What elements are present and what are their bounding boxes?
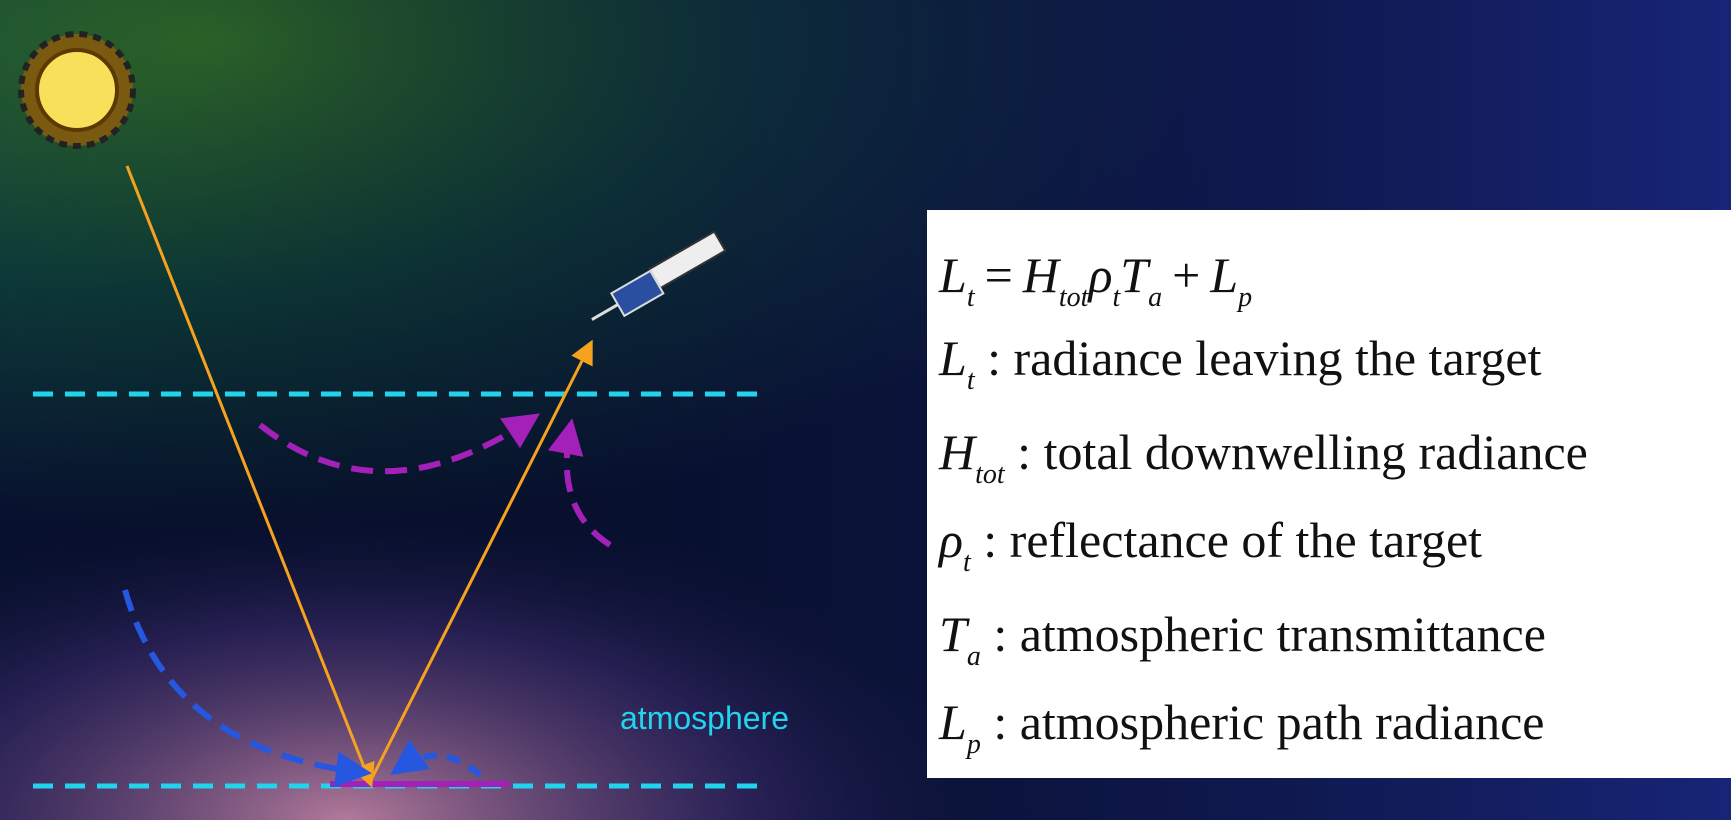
subscript: t <box>967 365 975 396</box>
equation-box: Lt=HtotρtTa+Lp Lt : radiance leaving the… <box>927 210 1731 778</box>
operator: = <box>985 247 1013 303</box>
equation: Lt=HtotρtTa+Lp <box>939 250 1252 312</box>
description: : atmospheric path radiance <box>993 694 1544 750</box>
definition: Lp : atmospheric path radiance <box>939 697 1544 759</box>
definition: Htot : total downwelling radiance <box>939 427 1588 489</box>
subscript: t <box>967 282 975 313</box>
description: : atmospheric transmittance <box>993 606 1546 662</box>
symbol: L <box>939 247 967 303</box>
symbol: L <box>1210 247 1238 303</box>
subscript: p <box>1238 282 1252 313</box>
symbol: H <box>1023 247 1059 303</box>
description: : total downwelling radiance <box>1017 424 1588 480</box>
subscript: t <box>963 547 971 578</box>
definition: ρt : reflectance of the target <box>939 515 1482 577</box>
subscript: tot <box>1059 282 1089 313</box>
symbol: ρ <box>939 512 963 568</box>
definition: Ta : atmospheric transmittance <box>939 609 1546 671</box>
symbol: H <box>939 424 975 480</box>
symbol: L <box>939 330 967 386</box>
definition: Lt : radiance leaving the target <box>939 333 1541 395</box>
atmosphere-label: atmosphere <box>620 700 789 737</box>
subscript: tot <box>975 459 1005 490</box>
symbol: T <box>939 606 967 662</box>
symbol: L <box>939 694 967 750</box>
symbol: ρ <box>1088 247 1112 303</box>
subscript: a <box>1148 282 1162 313</box>
symbol: T <box>1120 247 1148 303</box>
page: atmosphere Lt=HtotρtTa+Lp Lt : radiance … <box>0 0 1731 820</box>
subscript: p <box>967 729 981 760</box>
operator: + <box>1172 247 1200 303</box>
sun <box>21 34 133 146</box>
description: : radiance leaving the target <box>987 330 1541 386</box>
description: : reflectance of the target <box>983 512 1482 568</box>
subscript: a <box>967 641 981 672</box>
